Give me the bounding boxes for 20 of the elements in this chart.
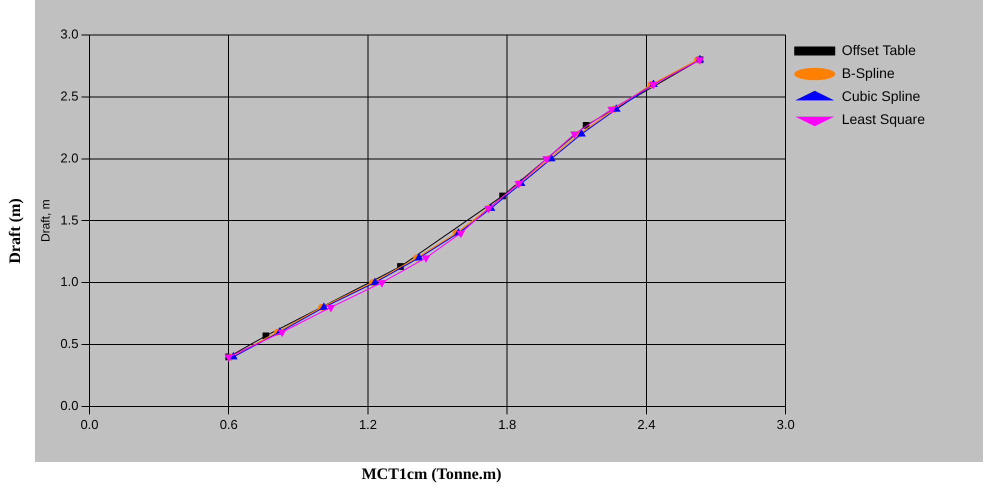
x-tick-label: 1.8 [498, 416, 516, 432]
y-tick-label: 3.0 [60, 26, 78, 42]
x-axis-title: MCT1cm (Tonne.m) [360, 466, 502, 484]
x-tick-label: 3.0 [776, 416, 795, 432]
y-tick-label: 2.5 [60, 88, 78, 104]
y-tick-label: 1.5 [60, 212, 78, 228]
text: Draft (m) [7, 198, 25, 264]
x-tick-label: 1.2 [358, 416, 378, 432]
legend-label: B-Spline [842, 64, 895, 81]
x-tick-label: 2.4 [637, 416, 656, 432]
y-tick-label: 2.0 [60, 150, 78, 166]
x-tick-label: 0.0 [80, 416, 99, 432]
legend-label: Least Square [842, 110, 926, 127]
x-tick-label: 0.6 [220, 416, 238, 432]
y-tick-label: 1.0 [60, 274, 78, 290]
legend-label: Cubic Spline [842, 88, 921, 104]
y-axis-title: Draft, m [38, 199, 53, 242]
legend-label: Offset Table [842, 42, 916, 58]
y-tick-label: 0.0 [60, 398, 78, 413]
y-tick-label: 0.5 [60, 336, 78, 352]
